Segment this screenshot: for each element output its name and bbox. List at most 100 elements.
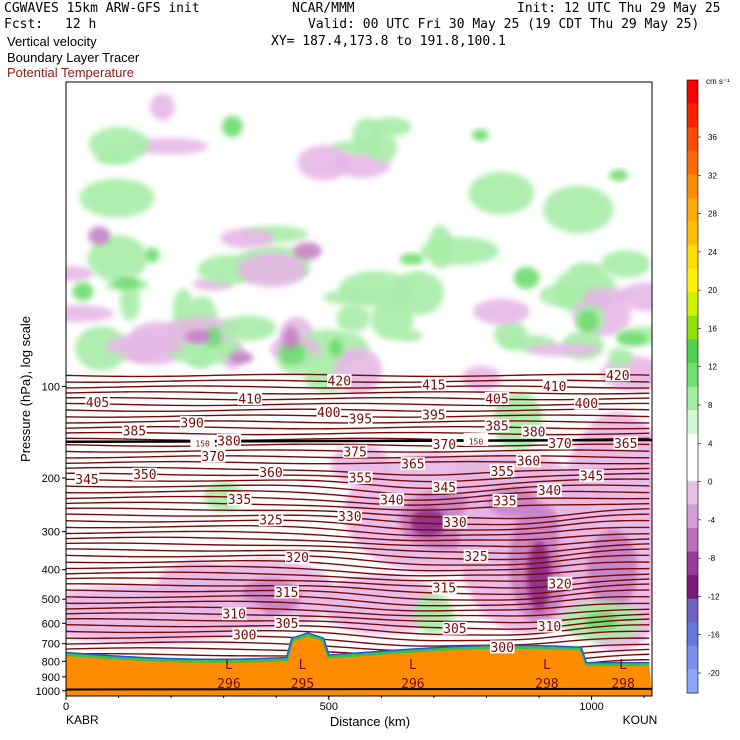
velocity-blob — [578, 310, 598, 333]
velocity-blob — [461, 365, 502, 390]
terrain-edge-green — [66, 633, 650, 667]
colorbar-swatch — [687, 315, 698, 340]
colorbar-swatch — [687, 457, 698, 482]
isentrope — [66, 542, 650, 555]
y-tick-label: 800 — [42, 656, 60, 668]
colorbar-tick-label: 24 — [708, 248, 717, 257]
theta-label-bg — [200, 449, 226, 463]
colorbar-tick-label: -4 — [708, 516, 716, 525]
velocity-blob — [336, 304, 371, 333]
x-axis: 0 500 1000 KABR KOUN — [63, 696, 657, 727]
theta-label: 150 — [469, 438, 484, 447]
isentrope — [66, 630, 650, 642]
low-marker: L — [299, 658, 307, 673]
colorbar-swatch — [687, 127, 698, 152]
theta-label: 395 — [349, 413, 372, 428]
y-tick-label: 700 — [42, 639, 60, 651]
velocity-blob — [399, 253, 425, 265]
low-marker: L — [225, 658, 233, 673]
theta-label: 390 — [180, 417, 203, 432]
theta-label-bg — [190, 434, 215, 448]
isentrope — [66, 495, 650, 506]
theta-label-bg — [442, 621, 468, 635]
theta-label: 380 — [522, 425, 545, 440]
colorbar-swatch — [687, 245, 698, 270]
y-tick-label: 300 — [42, 527, 60, 539]
low-value: 295 — [291, 677, 314, 692]
isentrope — [66, 408, 650, 413]
terrain-edge-blue — [66, 632, 650, 664]
theta-label-bg — [492, 494, 518, 508]
theta-label: 380 — [217, 434, 240, 449]
theta-label: 360 — [259, 466, 282, 481]
theta-label-bg — [516, 454, 541, 468]
velocity-blob — [112, 277, 141, 289]
low-value: 298 — [611, 677, 634, 692]
velocity-blob — [119, 281, 141, 322]
colorbar-swatch — [687, 598, 698, 623]
colorbar-swatch — [687, 622, 698, 647]
theta-label: 365 — [614, 437, 637, 452]
isentrope — [66, 530, 650, 542]
velocity-blob — [468, 171, 535, 215]
colorbar-tick-label: -8 — [708, 554, 716, 563]
velocity-blob — [293, 242, 322, 260]
isentrope — [66, 402, 650, 407]
colorbar-swatch — [687, 174, 698, 199]
theta-label-bg — [605, 368, 631, 382]
x-axis-label: Distance (km) — [330, 714, 410, 729]
init-time: Init: 12 UTC Thu 29 May 25 — [517, 1, 721, 16]
low-value: 296 — [217, 677, 240, 692]
velocity-blob — [87, 235, 148, 282]
colorbar-swatch — [687, 386, 698, 411]
y-tick-label: 500 — [42, 594, 60, 606]
colorbar-tick-label: -16 — [708, 631, 720, 640]
theta-label-bg — [521, 424, 546, 438]
velocity-blob — [221, 115, 243, 138]
theta-label: 330 — [443, 516, 466, 531]
colorbar-swatch — [687, 527, 698, 553]
low-marker: L — [543, 658, 551, 673]
velocity-blob — [428, 224, 453, 269]
forecast-hour: 12 h — [65, 17, 97, 32]
theta-label-bg — [284, 550, 310, 564]
velocity-blob — [88, 226, 111, 245]
colorbar-swatch — [687, 433, 698, 458]
isentrope — [66, 396, 650, 401]
low-value: 298 — [535, 677, 558, 692]
theta-label-bg — [421, 407, 447, 421]
theta-label-bg — [432, 480, 457, 494]
org-label: NCAR/MMM — [292, 1, 355, 16]
colorbar-swatch — [687, 80, 698, 105]
velocity-blob — [95, 151, 134, 165]
theta-label-bg — [484, 392, 510, 406]
field-vertical-velocity: Vertical velocity — [7, 34, 97, 49]
theta-label: 365 — [401, 458, 424, 473]
theta-label: 335 — [493, 495, 516, 510]
theta-label-bg — [379, 492, 405, 506]
velocity-blob — [66, 265, 94, 282]
theta-label-bg — [337, 509, 363, 523]
theta-label: 410 — [543, 380, 566, 395]
y-tick-label: 1000 — [36, 686, 60, 698]
isentrope — [66, 525, 650, 537]
theta-label: 405 — [86, 396, 109, 411]
theta-label: 315 — [433, 582, 456, 597]
colorbar-tick-label: 20 — [708, 286, 717, 295]
isentrope — [66, 373, 650, 378]
isentrope — [66, 455, 650, 459]
theta-label-bg — [316, 405, 342, 419]
colorbar-swatch — [687, 103, 698, 128]
x-end-label-end: KOUN — [623, 713, 658, 727]
velocity-blob — [218, 315, 277, 341]
theta-label-bg — [542, 379, 568, 393]
theta-label: 310 — [538, 620, 561, 635]
velocity-blob — [74, 326, 129, 371]
theta-label-bg — [122, 423, 147, 437]
velocity-blob — [237, 253, 307, 288]
colorbar-tick-label: 8 — [708, 401, 713, 410]
theta-label-bg — [227, 492, 252, 506]
velocity-blob — [72, 282, 94, 301]
velocity-blob — [607, 347, 633, 368]
colorbar-tick-label: 16 — [708, 324, 717, 333]
